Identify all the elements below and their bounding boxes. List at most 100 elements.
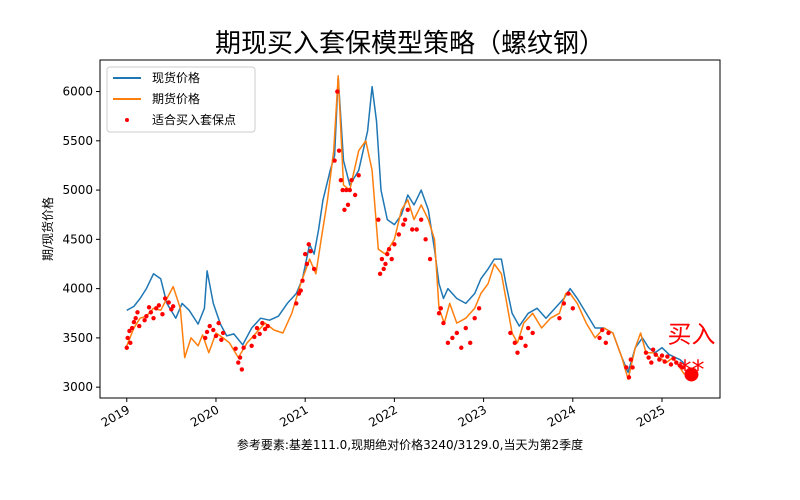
signal-point: [233, 346, 238, 351]
series-layer: [124, 75, 685, 381]
signal-point: [530, 330, 535, 336]
legend-box: [106, 66, 256, 133]
signal-point: [131, 319, 137, 325]
signal-point: [523, 343, 528, 348]
signal-point: [606, 330, 611, 336]
signal-point: [649, 360, 654, 365]
signal-point: [680, 365, 685, 370]
signal-point: [204, 329, 210, 335]
signal-point: [127, 328, 132, 334]
x-tick-label: 2025: [634, 402, 667, 429]
signal-point: [512, 340, 518, 346]
signal-point: [445, 340, 451, 346]
signal-point: [151, 315, 156, 321]
signal-point: [262, 326, 268, 332]
signal-point: [396, 232, 402, 237]
signal-point: [597, 335, 602, 341]
y-tick-label: 3500: [62, 331, 93, 345]
signal-point: [241, 345, 246, 350]
signal-point: [570, 306, 576, 311]
signal-point: [300, 278, 305, 283]
signal-point: [476, 306, 482, 311]
x-tick-label: 2023: [456, 402, 489, 429]
signal-point: [646, 355, 651, 360]
signal-point: [441, 320, 446, 326]
latest-marker-group: 买入 **: [667, 320, 715, 385]
signal-point: [674, 360, 679, 365]
signal-point: [220, 330, 226, 336]
signal-point: [515, 350, 520, 355]
signal-point: [454, 330, 460, 336]
signal-point: [626, 375, 632, 380]
chart-title: 期现买入套保模型策略（螺纹钢）: [215, 29, 605, 59]
signal-point: [402, 217, 408, 222]
legend-futures-label: 期货价格: [152, 91, 200, 106]
y-tick-label: 6000: [62, 85, 93, 99]
signal-point: [142, 317, 147, 323]
signal-point: [438, 306, 443, 311]
signal-point: [260, 320, 265, 326]
signal-point: [383, 261, 388, 267]
signal-point: [414, 227, 419, 232]
signal-point: [304, 261, 310, 267]
signal-point: [410, 227, 415, 232]
signal-point: [603, 340, 609, 346]
spot-price-line: [126, 76, 685, 374]
buy-label: 买入: [667, 320, 715, 348]
signal-point: [207, 323, 212, 329]
signal-point: [216, 320, 221, 326]
signal-point: [213, 333, 219, 339]
signal-point: [436, 311, 442, 316]
signal-point: [662, 359, 667, 364]
signal-point: [385, 251, 390, 257]
signal-point: [336, 148, 342, 153]
plot-frame: [99, 59, 721, 399]
signal-point: [600, 327, 605, 333]
signal-point: [557, 315, 562, 321]
signal-point: [352, 192, 358, 198]
latest-buy-point: [684, 367, 699, 382]
y-axis: 3000 3500 4000 4500 5000 5500 6000: [62, 85, 100, 394]
signal-point: [526, 325, 531, 331]
signal-point: [653, 352, 658, 357]
signal-point: [133, 315, 138, 321]
signal-point: [668, 362, 674, 367]
signal-point: [294, 301, 299, 306]
signal-point: [156, 303, 162, 308]
legend-signal-label: 适合买入套保点: [152, 112, 236, 127]
x-tick-label: 2020: [188, 402, 221, 429]
signal-point: [338, 178, 344, 183]
signal-point: [418, 217, 424, 222]
signal-point: [377, 271, 383, 277]
x-axis: 2019 2020 2021 2022 2023 2024 2025: [99, 398, 668, 430]
signal-point: [427, 256, 433, 262]
y-tick-label: 5500: [62, 134, 93, 148]
signal-point: [302, 251, 308, 257]
signal-point: [211, 327, 216, 333]
signal-point: [381, 266, 386, 272]
signal-point: [659, 353, 665, 358]
signal-point: [166, 300, 171, 305]
signal-point: [252, 334, 257, 340]
signal-point: [376, 217, 381, 222]
signal-point: [356, 173, 361, 178]
signal-point: [345, 202, 351, 208]
signal-point: [144, 314, 149, 319]
x-axis-label: 参考要素:基差111.0,现期绝对价格3240/3129.0,当天为第2季度: [237, 437, 583, 452]
signal-point: [423, 237, 428, 242]
signal-point: [298, 288, 303, 293]
legend-spot-label: 现货价格: [152, 70, 200, 85]
signal-point: [146, 305, 152, 310]
signal-point: [335, 89, 340, 94]
y-tick-label: 5000: [62, 183, 93, 197]
signal-point: [518, 335, 524, 341]
signal-point: [347, 187, 352, 193]
signal-point: [450, 335, 455, 341]
signal-point: [219, 337, 224, 343]
signal-point: [236, 360, 241, 365]
signal-point: [463, 325, 468, 331]
signal-point: [154, 306, 159, 311]
signal-point: [630, 365, 635, 370]
signal-point: [405, 207, 410, 212]
